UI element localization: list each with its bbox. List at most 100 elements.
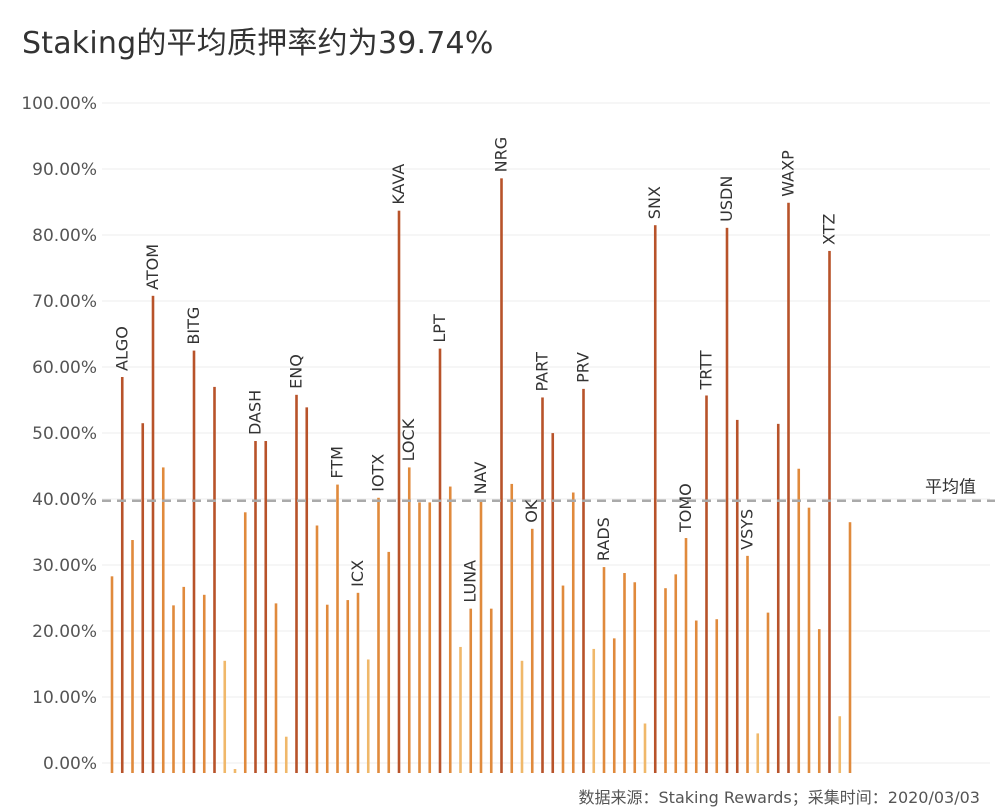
bar xyxy=(623,573,626,773)
y-tick-label: 70.00% xyxy=(32,292,97,312)
bar xyxy=(264,441,268,773)
bar xyxy=(336,484,339,773)
bar-label: KAVA xyxy=(389,164,408,205)
bar-label: OK xyxy=(522,499,541,523)
bar-label: VSYS xyxy=(738,509,757,550)
bar-label: USDN xyxy=(717,176,736,222)
bar xyxy=(694,620,698,773)
bar xyxy=(684,538,688,773)
bar xyxy=(131,540,134,773)
bar-label: NRG xyxy=(492,137,511,172)
bar xyxy=(397,210,401,773)
bar-label: PART xyxy=(533,352,552,392)
average-line-group: 平均值 xyxy=(102,478,995,502)
source-note: 数据来源：Staking Rewards；采集时间：2020/03/03 xyxy=(578,788,980,807)
bar-label: BITG xyxy=(184,307,203,345)
y-tick-label: 60.00% xyxy=(32,358,97,378)
bar xyxy=(418,502,421,773)
y-tick-label: 100.00% xyxy=(21,94,97,114)
bar-label: PRV xyxy=(574,352,593,383)
bar xyxy=(243,512,247,773)
bar-label: RADS xyxy=(594,517,613,561)
bar xyxy=(705,395,708,773)
bar-label: LPT xyxy=(430,314,449,343)
bar xyxy=(828,250,831,773)
bar xyxy=(541,397,544,773)
bar xyxy=(520,660,524,773)
y-tick-label: 80.00% xyxy=(32,226,97,246)
bar xyxy=(787,202,790,773)
bar-label: LUNA xyxy=(461,560,480,603)
bar xyxy=(407,467,411,773)
y-tick-label: 0.00% xyxy=(43,754,97,774)
bar xyxy=(776,423,780,773)
bar xyxy=(172,605,175,773)
bar xyxy=(387,551,391,773)
bar xyxy=(192,350,196,773)
y-tick-label: 90.00% xyxy=(32,160,97,180)
bar xyxy=(110,576,114,773)
bars xyxy=(110,178,852,774)
bar xyxy=(756,733,760,773)
chart-title: Staking的平均质押率约为39.74% xyxy=(22,26,494,61)
bar xyxy=(428,502,432,773)
bar xyxy=(602,567,606,773)
bar-label: SNX xyxy=(645,186,664,219)
bar xyxy=(848,522,852,773)
bar xyxy=(674,574,678,773)
bar xyxy=(766,612,770,773)
bar-label: TRTT xyxy=(697,350,716,390)
bar-label: XTZ xyxy=(820,213,839,244)
bar xyxy=(356,592,360,773)
bar-label: LOCK xyxy=(399,418,418,461)
bar xyxy=(612,638,616,773)
bar-label: NAV xyxy=(471,462,490,495)
bar xyxy=(838,716,842,773)
bar-label: DASH xyxy=(246,390,265,435)
bar xyxy=(571,492,575,773)
bar xyxy=(151,295,155,773)
bar xyxy=(489,608,493,773)
bar xyxy=(459,646,462,773)
bar xyxy=(469,608,473,773)
bar-label: IOTX xyxy=(369,454,388,492)
bar xyxy=(325,604,329,773)
bar xyxy=(500,178,503,774)
bar xyxy=(438,348,442,773)
bar xyxy=(551,433,555,773)
bar xyxy=(561,585,565,773)
bar xyxy=(377,497,380,773)
bar xyxy=(735,419,739,773)
bar xyxy=(274,603,278,773)
bar-label: ENQ xyxy=(287,354,306,389)
bar xyxy=(141,423,145,773)
bar xyxy=(315,525,319,773)
y-tick-label: 50.00% xyxy=(32,424,97,444)
bar-label: ICX xyxy=(348,560,367,587)
bar-label: WAXP xyxy=(779,150,798,197)
y-tick-label: 30.00% xyxy=(32,556,97,576)
bar xyxy=(479,500,483,773)
bar xyxy=(592,648,596,773)
bar xyxy=(653,225,657,773)
bar xyxy=(223,660,227,773)
bar xyxy=(725,227,729,774)
bar xyxy=(213,386,216,773)
bar-label: FTM xyxy=(328,446,347,479)
bar xyxy=(582,388,585,773)
bar xyxy=(510,483,514,773)
bar-label: ATOM xyxy=(143,244,162,290)
bar xyxy=(284,736,288,773)
bar xyxy=(746,555,749,773)
y-tick-label: 10.00% xyxy=(32,688,97,708)
bar xyxy=(366,659,370,773)
bar xyxy=(182,586,186,773)
bar xyxy=(797,468,801,773)
bar xyxy=(120,377,124,773)
bar xyxy=(202,594,206,773)
bar xyxy=(161,467,165,773)
bar-label: TOMO xyxy=(676,483,695,533)
grid-lines xyxy=(102,102,990,764)
bar xyxy=(633,582,637,773)
